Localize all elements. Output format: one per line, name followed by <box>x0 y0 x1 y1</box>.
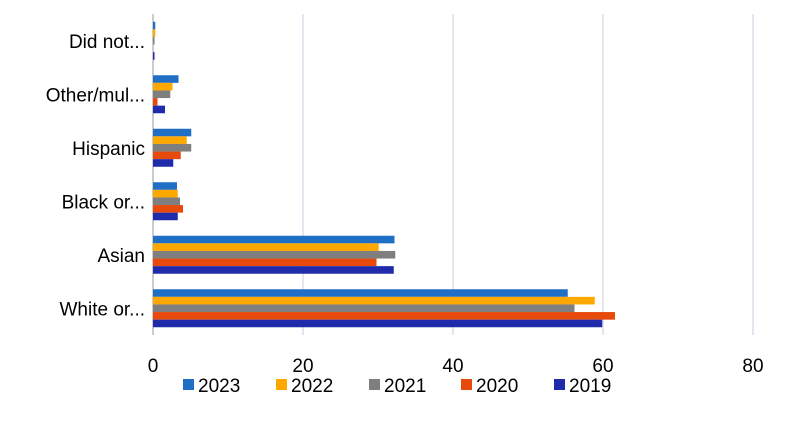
bar-2023-4 <box>153 75 179 83</box>
bar-2023-3 <box>153 128 192 137</box>
bar-2022-5 <box>153 29 156 37</box>
bar-2021-5 <box>153 36 155 45</box>
legend-swatch-2019 <box>554 379 565 390</box>
legend-swatch-2021 <box>369 379 380 390</box>
legend-label-2022: 2022 <box>291 376 333 397</box>
bar-2019-0 <box>153 319 603 328</box>
x-tick-label: 60 <box>592 356 613 377</box>
bar-2021-0 <box>153 304 575 313</box>
x-tick-label: 80 <box>742 356 763 377</box>
bar-2022-0 <box>153 296 595 305</box>
bar-2022-1 <box>153 243 379 251</box>
bar-2019-2 <box>153 212 178 221</box>
legend-label-2023: 2023 <box>198 376 240 397</box>
legend-label-2020: 2020 <box>476 376 518 397</box>
bar-2019-1 <box>153 266 394 274</box>
category-label: Asian <box>97 246 145 267</box>
bar-2022-2 <box>153 189 178 198</box>
bar-2023-5 <box>153 21 156 30</box>
legend-swatch-2023 <box>183 379 194 390</box>
legend: 2023 2022 2021 2020 2019 <box>183 376 611 397</box>
category-labels: White or... Asian Black or... Hispanic Other… <box>46 32 145 321</box>
gridlines <box>152 14 754 335</box>
bar-2020-2 <box>153 205 183 213</box>
bar-2021-2 <box>153 197 180 206</box>
bar-2023-0 <box>153 289 568 297</box>
category-label: Hispanic <box>72 139 145 160</box>
bar-2021-3 <box>153 143 192 152</box>
bar-2020-0 <box>153 312 615 320</box>
x-tick-label: 20 <box>292 356 313 377</box>
bar-2020-3 <box>153 151 181 160</box>
category-label: Black or... <box>62 192 145 213</box>
bar-2023-2 <box>153 182 177 190</box>
bar-series <box>153 21 615 328</box>
category-label: Other/mul... <box>46 85 145 106</box>
x-tick-label: 40 <box>442 356 463 377</box>
bar-2019-3 <box>153 159 174 167</box>
bar-2021-4 <box>153 90 171 99</box>
legend-swatch-2020 <box>461 379 472 390</box>
x-axis-tick-labels: 0 20 40 60 80 <box>148 356 764 377</box>
legend-swatch-2022 <box>276 379 287 390</box>
legend-label-2019: 2019 <box>569 376 611 397</box>
bar-2019-5 <box>153 52 155 60</box>
bar-2020-1 <box>153 258 377 267</box>
legend-label-2021: 2021 <box>384 376 426 397</box>
bar-2021-1 <box>153 250 396 259</box>
bar-2022-3 <box>153 136 187 144</box>
bar-2023-1 <box>153 235 395 244</box>
bar-2020-4 <box>153 98 158 106</box>
category-label: White or... <box>59 299 145 320</box>
category-label: Did not... <box>69 32 145 53</box>
x-tick-label: 0 <box>148 356 159 377</box>
bar-2022-4 <box>153 82 173 91</box>
bar-2019-4 <box>153 105 165 114</box>
